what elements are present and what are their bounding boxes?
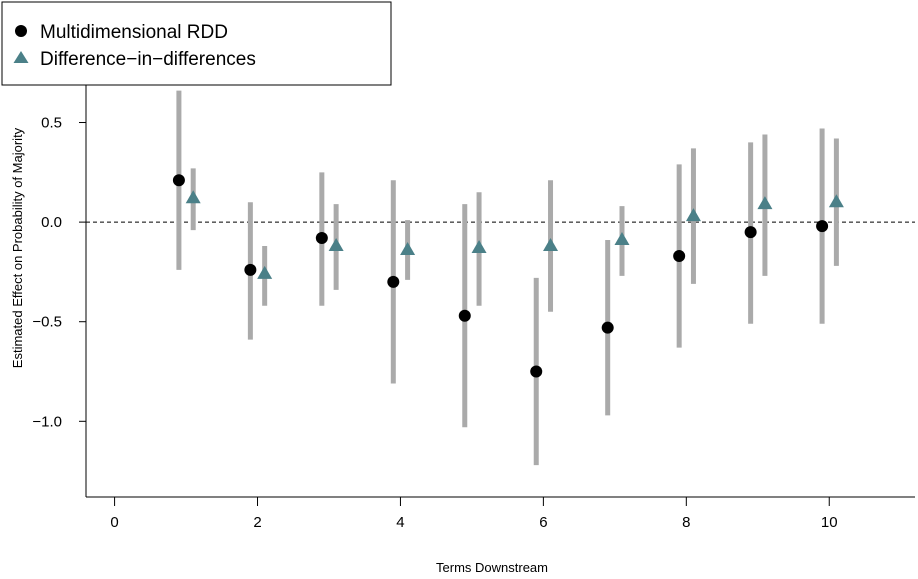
- did-point: [828, 194, 844, 208]
- legend-marker-rdd: [15, 25, 27, 37]
- did-point: [257, 265, 273, 279]
- did-point: [614, 232, 630, 246]
- rdd-point: [530, 365, 543, 378]
- rdd-point: [387, 275, 400, 288]
- legend: Multidimensional RDD Difference−in−diffe…: [1, 1, 392, 86]
- legend-box: [1, 1, 392, 86]
- did-point: [185, 190, 201, 204]
- legend-label-rdd: Multidimensional RDD: [40, 22, 228, 43]
- did-point: [471, 240, 487, 254]
- did-point: [543, 238, 559, 252]
- rdd-point: [458, 309, 471, 322]
- y-tick-label: 0.5: [41, 115, 62, 132]
- did-point: [400, 242, 416, 255]
- rdd-point: [244, 263, 257, 276]
- x-tick-label: 10: [821, 514, 838, 531]
- rdd-point: [816, 220, 829, 233]
- plot-area: −1.0−0.50.00.51.00246810: [32, 3, 915, 531]
- legend-marker-did: [13, 51, 29, 63]
- x-tick-label: 4: [396, 514, 404, 531]
- did-point: [328, 238, 344, 252]
- y-axis-title: Estimated Effect on Probability of Major…: [10, 127, 25, 368]
- rdd-point: [744, 226, 757, 239]
- legend-label-did: Difference−in−differences: [40, 49, 256, 70]
- x-tick-label: 6: [539, 514, 547, 531]
- rdd-point: [673, 249, 686, 262]
- y-tick-label: −1.0: [32, 413, 62, 430]
- rdd-point: [172, 174, 185, 187]
- x-tick-label: 2: [253, 514, 261, 531]
- y-tick-label: 0.0: [41, 214, 62, 231]
- x-tick-label: 0: [110, 514, 118, 531]
- x-axis-title: Terms Downstream: [436, 560, 548, 575]
- rdd-point: [601, 321, 614, 334]
- y-tick-label: −0.5: [32, 314, 62, 331]
- did-point: [757, 196, 773, 210]
- did-point: [685, 208, 701, 222]
- rdd-point: [315, 232, 328, 245]
- x-tick-label: 8: [682, 514, 690, 531]
